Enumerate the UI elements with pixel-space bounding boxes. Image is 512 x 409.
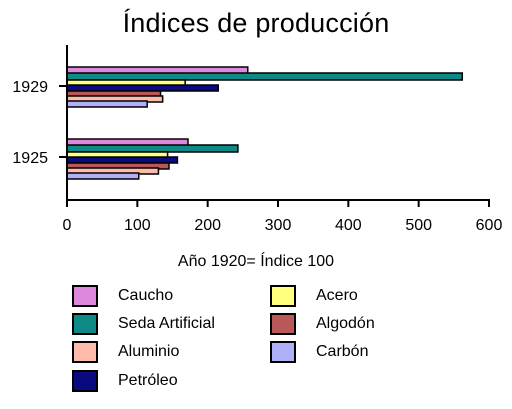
bar-seda-artificial-1929: [66, 72, 464, 81]
legend-item-seda-artificial: Seda Artificial: [72, 312, 215, 336]
x-tick-label: 600: [476, 217, 503, 234]
legend-item-petróleo: Petróleo: [72, 369, 178, 393]
bar-petróleo-1929: [66, 84, 219, 92]
legend-swatch: [72, 285, 98, 307]
legend-swatch: [270, 285, 296, 307]
chart-title: Índices de producción: [122, 8, 390, 38]
x-tick-label: 500: [405, 217, 432, 234]
legend-label: Petróleo: [118, 372, 178, 389]
legend-item-aluminio: Aluminio: [72, 340, 179, 364]
axes-group: 0 100 200 300 400 500 600 1929 1925: [12, 45, 502, 234]
legend-label: Algodón: [316, 315, 375, 332]
legend-item-acero: Acero: [270, 284, 358, 308]
legend-label: Seda Artificial: [118, 315, 215, 332]
bar-carbón-1925: [66, 172, 140, 180]
legend-label: Aluminio: [118, 343, 180, 360]
legend-label: Caucho: [118, 287, 174, 304]
legend-item-caucho: Caucho: [72, 284, 173, 308]
x-tick-label: 200: [194, 217, 221, 234]
legend-label: Acero: [316, 287, 358, 304]
y-tick-label: 1929: [12, 79, 48, 96]
legend-item-algodón: Algodón: [270, 312, 375, 336]
legend-swatch: [72, 313, 98, 335]
legend-swatch: [72, 341, 98, 363]
bar-carbón-1929: [66, 100, 148, 108]
bar-seda-artificial-1925: [66, 144, 239, 153]
x-tick-label: 300: [265, 217, 292, 234]
legend-swatch: [72, 370, 98, 392]
legend-swatch: [270, 341, 296, 363]
x-axis-label: Año 1920= Índice 100: [177, 253, 335, 270]
x-tick-label: 400: [335, 217, 362, 234]
bar-petróleo-1925: [66, 156, 179, 164]
x-tick-label: 0: [63, 217, 72, 234]
legend-label: Carbón: [316, 343, 369, 360]
legend-swatch: [270, 313, 296, 335]
x-tick-label: 100: [124, 217, 151, 234]
y-tick-label: 1925: [12, 150, 48, 167]
legend-item-carbón: Carbón: [270, 340, 368, 364]
bars-group: [66, 66, 464, 180]
